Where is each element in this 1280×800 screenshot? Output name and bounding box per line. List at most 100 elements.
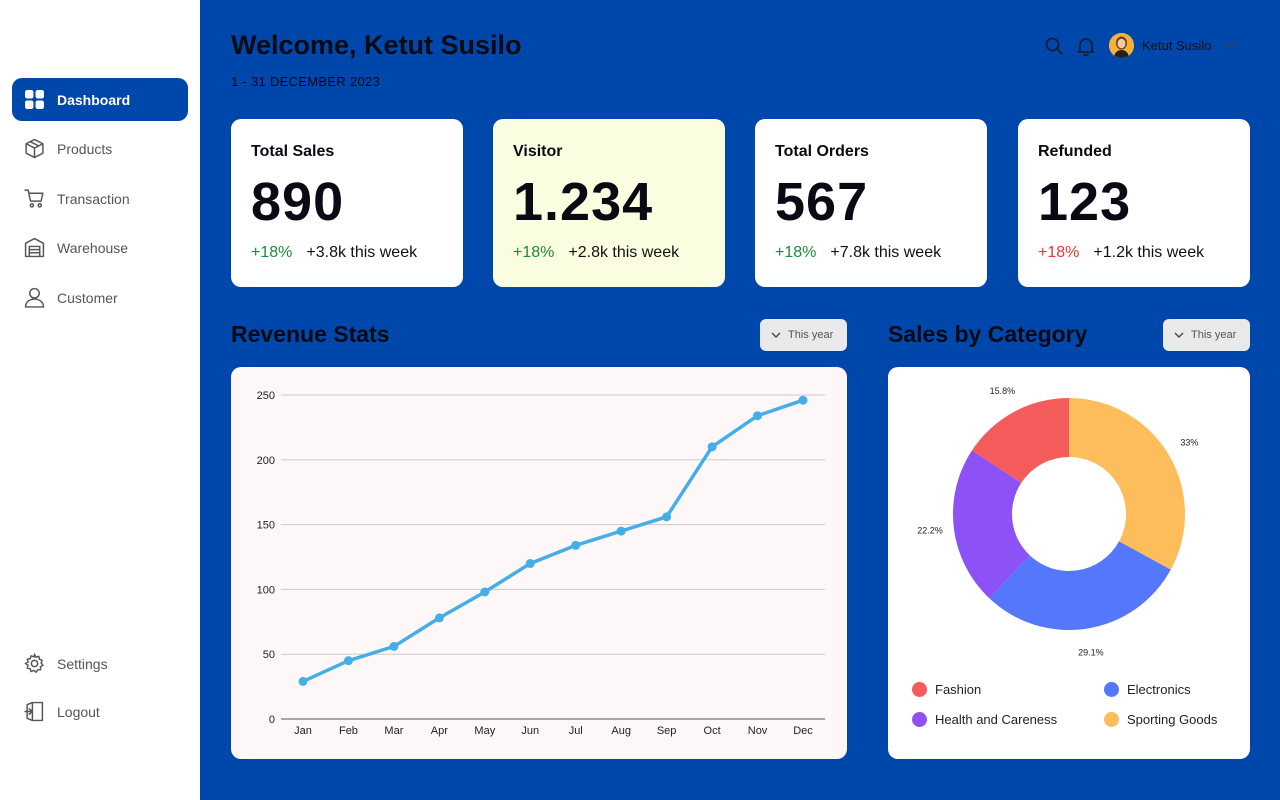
- donut-slice[interactable]: [971, 398, 1069, 483]
- revenue-line: [302, 398, 804, 684]
- card-value: 1.234: [513, 172, 654, 232]
- category-donut-chart: 33% 29.1% 22.2% 15.8%: [917, 386, 1198, 657]
- sidebar-item-label: Warehouse: [57, 239, 129, 256]
- legend-electronics: Electronics: [1104, 682, 1191, 697]
- revenue-line-chart: 0 50 100 150 200 250 Jan Feb Mar Apr May Jun Jul Aug S…: [257, 390, 825, 737]
- sidebar-item-label: Dashboard: [57, 91, 131, 108]
- stat-card-refunded: Refunded 123 +18% +1.2k this week: [1018, 119, 1250, 287]
- sidebar-item-transaction[interactable]: Transaction: [12, 177, 188, 220]
- chevron-down-icon: [771, 332, 781, 338]
- x-tick-label: Jun: [521, 725, 539, 737]
- card-percent: +18%: [775, 244, 817, 261]
- revenue-point[interactable]: [707, 442, 717, 452]
- x-tick-label: Dec: [793, 725, 813, 737]
- revenue-point[interactable]: [298, 676, 308, 686]
- card-title: Total Orders: [775, 143, 869, 160]
- logout-icon: [24, 701, 44, 722]
- bell-icon[interactable]: [1076, 36, 1096, 56]
- chevron-down-icon: [1174, 332, 1184, 338]
- x-tick-label: Oct: [704, 725, 721, 737]
- card-title: Visitor: [513, 143, 563, 160]
- donut-slice[interactable]: [989, 541, 1171, 630]
- legend-label: Sporting Goods: [1127, 712, 1218, 727]
- date-range: 1 - 31 DECEMBER 2023: [231, 74, 381, 89]
- revenue-point[interactable]: [571, 540, 581, 550]
- card-weekly: +7.8k this week: [830, 244, 942, 261]
- user-name[interactable]: Ketut Susilo: [1142, 38, 1212, 53]
- y-tick-label: 0: [269, 714, 275, 726]
- donut-slice[interactable]: [1069, 398, 1185, 570]
- x-tick-label: Feb: [339, 725, 358, 737]
- x-tick-label: Jan: [294, 725, 312, 737]
- legend-fashion: Fashion: [912, 682, 981, 697]
- sidebar-item-products[interactable]: Products: [12, 127, 188, 170]
- avatar-image: [1109, 33, 1134, 58]
- card-percent: +18%: [251, 244, 293, 261]
- sidebar-item-label: Products: [57, 140, 113, 157]
- revenue-point[interactable]: [525, 558, 535, 568]
- card-weekly: +2.8k this week: [568, 244, 680, 261]
- legend-dot: [1104, 682, 1119, 697]
- legend-health: Health and Careness: [912, 712, 1057, 727]
- search-icon[interactable]: [1044, 36, 1064, 56]
- card-title: Total Sales: [251, 143, 335, 160]
- sidebar-item-customer[interactable]: Customer: [12, 276, 188, 319]
- revenue-point[interactable]: [662, 512, 672, 522]
- card-percent: +18%: [513, 244, 555, 261]
- sidebar: Dashboard Products Transaction Warehouse…: [0, 0, 200, 800]
- category-period-dropdown[interactable]: This year: [1163, 319, 1250, 351]
- revenue-point[interactable]: [343, 656, 353, 666]
- card-value: 890: [251, 172, 345, 232]
- stat-card-total-sales: Total Sales 890 +18% +3.8k this week: [231, 119, 463, 287]
- revenue-period-dropdown[interactable]: This year: [760, 319, 847, 351]
- slice-label: 22.2%: [917, 525, 943, 535]
- card-weekly: +1.2k this week: [1093, 244, 1205, 261]
- period-label: This year: [1191, 329, 1237, 341]
- card-value: 123: [1038, 172, 1132, 232]
- legend-label: Health and Careness: [935, 712, 1058, 727]
- revenue-chart-panel: 0 50 100 150 200 250 Jan Feb Mar Apr May Jun Jul Aug S…: [231, 367, 847, 759]
- user-icon: [24, 287, 45, 308]
- revenue-point[interactable]: [616, 526, 626, 536]
- revenue-point[interactable]: [434, 613, 444, 623]
- y-tick-label: 150: [257, 520, 275, 532]
- card-weekly: +3.8k this week: [306, 244, 418, 261]
- period-label: This year: [788, 329, 834, 341]
- y-tick-label: 50: [263, 649, 275, 661]
- card-value: 567: [775, 172, 869, 232]
- slice-label: 15.8%: [990, 386, 1016, 396]
- x-tick-label: Apr: [431, 725, 448, 737]
- legend-label: Fashion: [935, 682, 982, 697]
- slice-label: 33%: [1180, 438, 1198, 448]
- sidebar-item-settings[interactable]: Settings: [12, 642, 188, 685]
- gear-icon: [24, 653, 44, 674]
- sidebar-item-label: Transaction: [57, 190, 130, 207]
- y-tick-label: 100: [257, 584, 275, 596]
- donut-slice[interactable]: [953, 450, 1030, 599]
- slice-label: 29.1%: [1078, 647, 1104, 657]
- chevron-down-icon[interactable]: [1224, 39, 1236, 51]
- x-tick-label: May: [474, 725, 495, 737]
- revenue-point[interactable]: [389, 641, 399, 651]
- sidebar-item-dashboard[interactable]: Dashboard: [12, 78, 188, 121]
- sidebar-item-label: Settings: [57, 655, 108, 672]
- legend-dot: [1104, 712, 1119, 727]
- revenue-point[interactable]: [480, 587, 490, 597]
- y-tick-label: 200: [257, 455, 275, 467]
- category-title: Sales by Category: [888, 321, 1088, 347]
- cart-icon: [24, 189, 44, 208]
- sidebar-item-label: Customer: [57, 289, 118, 306]
- sidebar-item-warehouse[interactable]: Warehouse: [12, 226, 188, 269]
- avatar[interactable]: [1109, 33, 1134, 58]
- revenue-point[interactable]: [798, 395, 808, 405]
- x-tick-label: Nov: [748, 725, 768, 737]
- revenue-point[interactable]: [753, 411, 763, 421]
- stat-card-visitor: Visitor 1.234 +18% +2.8k this week: [493, 119, 725, 287]
- box-icon: [25, 138, 44, 159]
- y-tick-label: 250: [257, 390, 275, 402]
- legend-dot: [912, 682, 927, 697]
- revenue-title: Revenue Stats: [231, 321, 390, 347]
- page-title: Welcome, Ketut Susilo: [231, 30, 522, 60]
- card-title: Refunded: [1038, 143, 1112, 160]
- sidebar-item-logout[interactable]: Logout: [12, 690, 188, 733]
